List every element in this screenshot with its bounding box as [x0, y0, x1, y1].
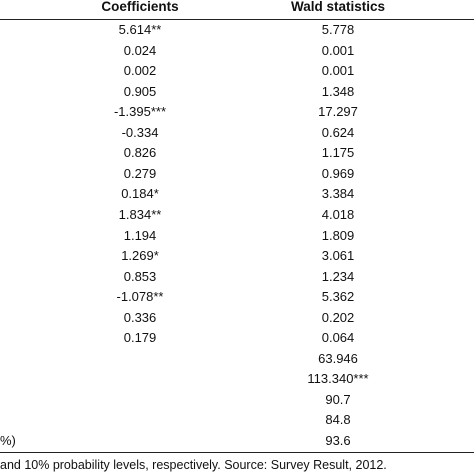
bottom-rule: [0, 452, 474, 453]
wald-statistic: 3.061: [321, 248, 355, 264]
coefficient: 1.194: [123, 227, 157, 243]
wald-statistic: 84.8: [325, 412, 351, 428]
wald-statistic: 1.175: [321, 145, 355, 161]
wald-statistic: 5.362: [321, 289, 355, 305]
coefficient: 0.905: [123, 83, 157, 99]
coefficient: 0.336: [123, 309, 157, 325]
footnote: and 10% probability levels, respectively…: [0, 458, 387, 472]
coefficient: 0.024: [123, 42, 157, 58]
coefficient: 0.853: [123, 268, 157, 284]
wald-statistic: 93.6: [325, 433, 351, 448]
wald-statistic: 17.297: [318, 104, 358, 120]
wald-statistic: 0.202: [321, 309, 355, 325]
wald-statistic: 5.778: [321, 22, 355, 37]
wald-statistic: 1.348: [321, 83, 355, 99]
wald-statistic: 0.624: [321, 124, 355, 140]
coefficient: 1.834**: [118, 206, 162, 222]
coefficient: 0.002: [123, 63, 157, 79]
wald-statistic: 113.340***: [307, 371, 369, 387]
wald-statistic: 0.064: [321, 330, 355, 346]
wald-statistic: 3.384: [321, 186, 355, 202]
wald-statistic: 1.809: [321, 227, 355, 243]
coefficient: 0.179: [123, 330, 157, 346]
wald-statistic: 63.946: [318, 350, 358, 366]
coefficient: -0.334: [121, 124, 159, 140]
coefficient: 0.184*: [121, 186, 159, 202]
wald-statistic: 4.018: [321, 206, 355, 222]
coefficient: 0.279: [123, 165, 157, 181]
column-header: Wald statistics: [290, 0, 386, 14]
wald-statistic: 0.969: [321, 165, 355, 181]
coefficient: 5.614**: [118, 22, 162, 37]
column-header: Coefficients: [101, 0, 179, 14]
wald-statistic: 0.001: [321, 63, 355, 79]
wald-statistic: 0.001: [321, 42, 355, 58]
coefficient: 1.269*: [121, 248, 159, 264]
coefficient: -1.078**: [116, 289, 164, 305]
header-rule: [0, 19, 474, 20]
coefficient: -1.395***: [113, 104, 167, 120]
row-label: %): [0, 433, 16, 448]
wald-statistic: 90.7: [325, 391, 351, 407]
coefficient: 0.826: [123, 145, 157, 161]
wald-statistic: 1.234: [321, 268, 355, 284]
